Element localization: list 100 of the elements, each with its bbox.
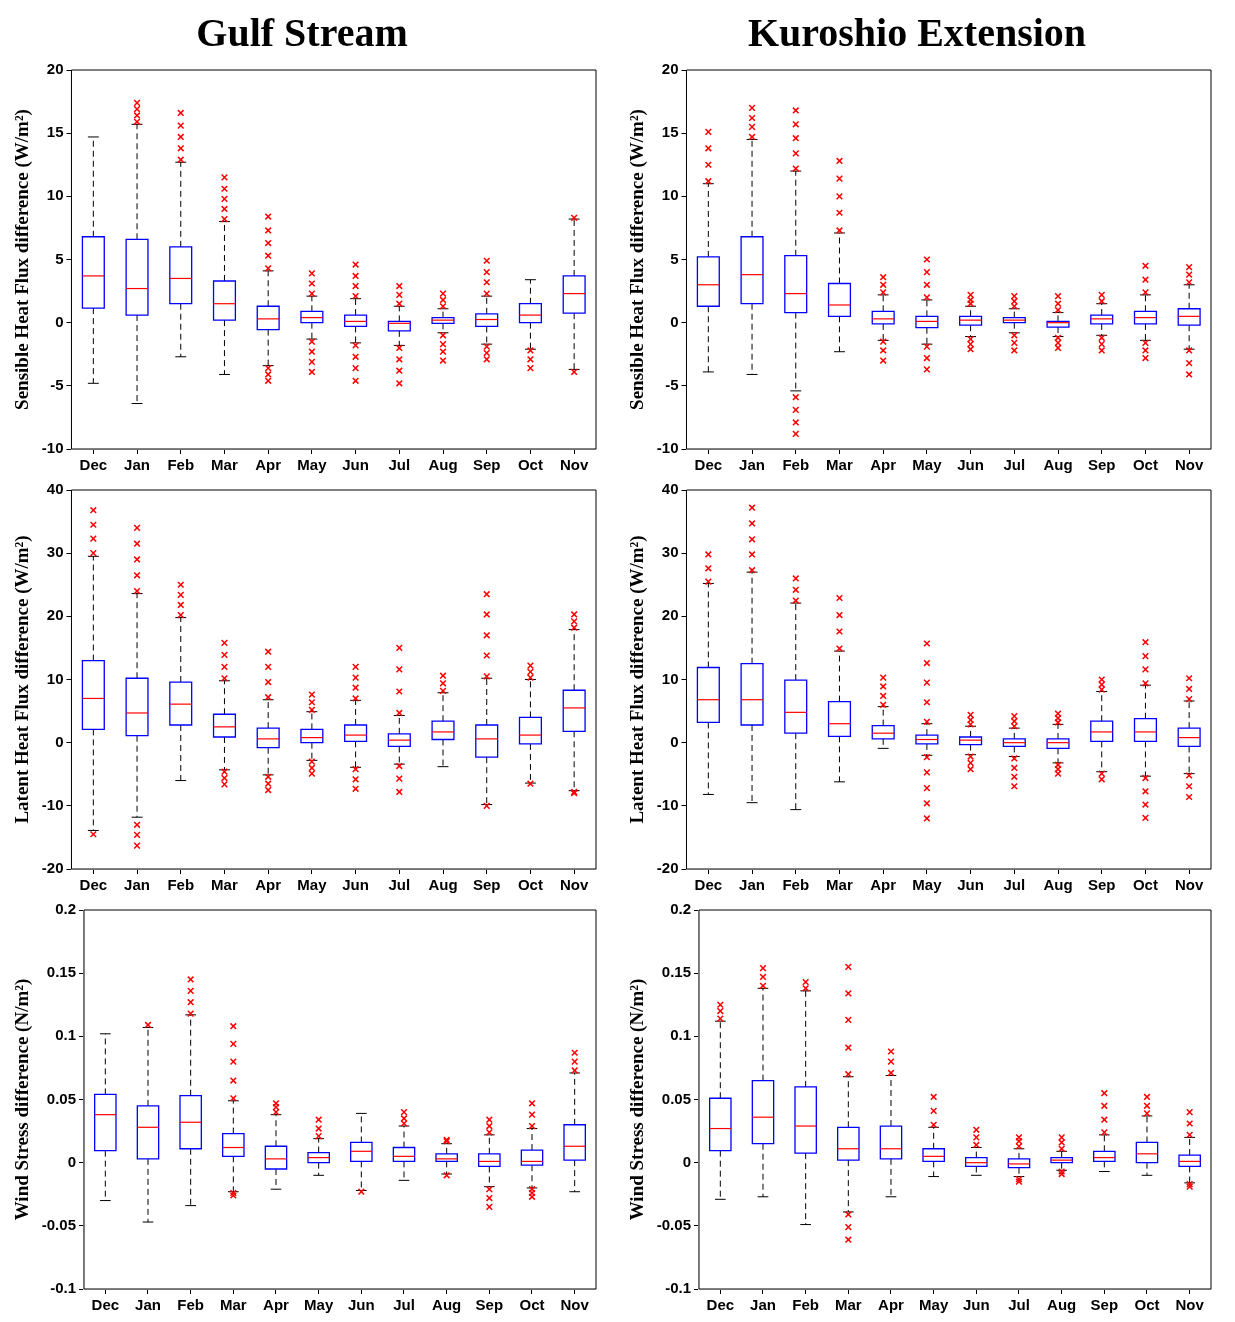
x-tick-label: Jul xyxy=(1008,1296,1030,1314)
x-tick-label: Oct xyxy=(517,456,543,474)
y-tick-label: 0.05 xyxy=(46,1089,76,1107)
x-tick-label: Apr xyxy=(263,1296,290,1314)
x-tick-label: Dec xyxy=(694,876,723,894)
x-tick-label: Mar xyxy=(219,1296,247,1314)
x-tick-label: Feb xyxy=(167,876,195,894)
y-axis-title: Latent Heat Flux difference (W/m²) xyxy=(11,535,34,824)
y-tick-label: -20 xyxy=(656,859,679,877)
x-tick-label: Oct xyxy=(517,876,543,894)
x-tick-label: Aug xyxy=(432,1296,462,1314)
x-tick-label: May xyxy=(912,456,943,474)
x-tick-label: Jan xyxy=(124,456,150,474)
x-tick-label: Dec xyxy=(706,1296,735,1314)
x-tick-label: Jan xyxy=(750,1296,776,1314)
x-tick-label: Feb xyxy=(792,1296,819,1314)
x-tick-label: Aug xyxy=(1043,876,1073,894)
x-tick-label: Jun xyxy=(957,456,984,474)
x-tick-label: Feb xyxy=(167,456,195,474)
y-tick-label: 40 xyxy=(661,480,679,498)
y-axis-title: Wind Stress difference (N/m²) xyxy=(11,978,34,1221)
x-tick-label: Jul xyxy=(388,456,411,474)
x-tick-label: Oct xyxy=(1134,1296,1160,1314)
x-tick-label: Apr xyxy=(255,876,282,894)
x-tick-label: Jun xyxy=(962,1296,990,1314)
y-tick-label: -0.05 xyxy=(656,1215,691,1233)
y-tick-label: 10 xyxy=(661,669,679,687)
x-tick-label: May xyxy=(297,456,328,474)
y-tick-label: 30 xyxy=(661,543,679,561)
y-tick-label: 10 xyxy=(46,186,64,204)
x-tick-label: Apr xyxy=(255,456,282,474)
y-tick-label: -5 xyxy=(665,375,679,393)
y-tick-label: -0.1 xyxy=(665,1279,691,1297)
y-tick-label: 5 xyxy=(670,249,679,267)
x-tick-label: Aug xyxy=(1047,1296,1077,1314)
x-tick-label: Feb xyxy=(177,1296,204,1314)
x-tick-label: Jan xyxy=(739,876,765,894)
y-tick-label: -5 xyxy=(50,375,64,393)
y-tick-label: 20 xyxy=(46,60,64,78)
x-tick-label: Nov xyxy=(1175,1296,1205,1314)
y-tick-label: 0.2 xyxy=(55,900,76,918)
x-tick-label: Jul xyxy=(388,876,411,894)
x-tick-label: Mar xyxy=(826,876,853,894)
x-tick-label: Feb xyxy=(782,876,810,894)
x-tick-label: Nov xyxy=(559,456,589,474)
x-tick-label: Dec xyxy=(694,456,723,474)
y-tick-label: -10 xyxy=(656,795,679,813)
y-tick-label: 0 xyxy=(670,312,679,330)
x-tick-label: Nov xyxy=(560,1296,590,1314)
x-tick-label: Mar xyxy=(834,1296,862,1314)
x-tick-label: Sep xyxy=(1090,1296,1119,1314)
y-tick-label: 0 xyxy=(55,732,64,750)
x-tick-label: May xyxy=(912,876,943,894)
x-tick-label: May xyxy=(304,1296,334,1314)
x-tick-label: Sep xyxy=(472,456,501,474)
x-tick-label: Apr xyxy=(878,1296,905,1314)
x-tick-label: Dec xyxy=(79,876,108,894)
x-tick-label: Jul xyxy=(393,1296,415,1314)
y-tick-label: -0.05 xyxy=(41,1215,76,1233)
y-axis-title: Latent Heat Flux difference (W/m²) xyxy=(626,535,649,824)
x-tick-label: Nov xyxy=(1174,456,1204,474)
x-tick-label: Jul xyxy=(1003,456,1026,474)
y-tick-label: -0.1 xyxy=(50,1279,76,1297)
chart-title: Gulf Stream xyxy=(196,10,408,56)
y-tick-label: 0 xyxy=(670,732,679,750)
y-tick-label: 0.1 xyxy=(55,1026,76,1044)
x-tick-label: Mar xyxy=(826,456,853,474)
y-tick-label: 5 xyxy=(55,249,64,267)
x-tick-label: Oct xyxy=(1132,876,1158,894)
x-tick-label: Sep xyxy=(1087,456,1116,474)
x-tick-label: Oct xyxy=(519,1296,545,1314)
y-tick-label: 0.15 xyxy=(46,963,76,981)
y-tick-label: 10 xyxy=(46,669,64,687)
x-tick-label: Jan xyxy=(739,456,765,474)
y-tick-label: 0.05 xyxy=(661,1089,691,1107)
y-tick-label: -10 xyxy=(41,439,64,457)
y-tick-label: 0 xyxy=(67,1152,76,1170)
x-tick-label: Nov xyxy=(559,876,589,894)
x-tick-label: May xyxy=(919,1296,949,1314)
y-tick-label: 0.2 xyxy=(670,900,691,918)
x-tick-label: Jun xyxy=(342,876,369,894)
y-axis-title: Sensible Heat Flux difference (W/m²) xyxy=(11,109,34,410)
x-tick-label: Jun xyxy=(347,1296,375,1314)
x-tick-label: Aug xyxy=(428,456,458,474)
x-tick-label: Apr xyxy=(870,876,897,894)
y-tick-label: -10 xyxy=(656,439,679,457)
y-axis-title: Wind Stress difference (N/m²) xyxy=(626,978,649,1221)
y-axis-title: Sensible Heat Flux difference (W/m²) xyxy=(626,109,649,410)
x-tick-label: Sep xyxy=(475,1296,504,1314)
x-tick-label: Jun xyxy=(342,456,369,474)
x-tick-label: Mar xyxy=(211,876,238,894)
x-tick-label: Dec xyxy=(91,1296,120,1314)
y-tick-label: 20 xyxy=(661,606,679,624)
x-tick-label: Oct xyxy=(1132,456,1158,474)
y-tick-label: 30 xyxy=(46,543,64,561)
y-tick-label: 40 xyxy=(46,480,64,498)
chart-title: Kuroshio Extension xyxy=(747,10,1087,56)
y-tick-label: 15 xyxy=(661,123,679,141)
x-tick-label: Dec xyxy=(79,456,108,474)
y-tick-label: -20 xyxy=(41,859,64,877)
